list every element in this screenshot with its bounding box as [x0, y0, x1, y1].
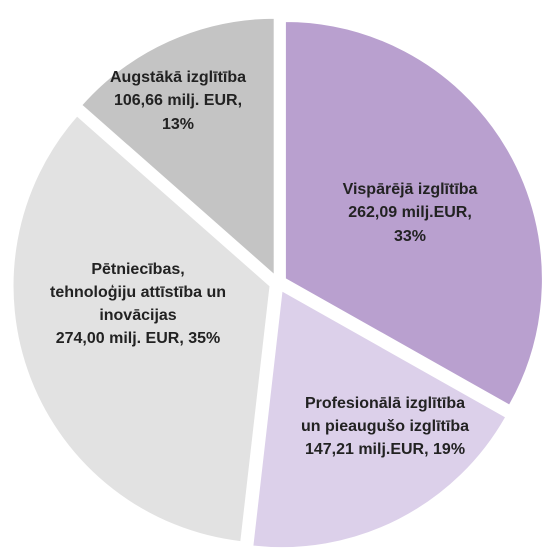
slice-label: inovācijas [99, 307, 176, 324]
slice-label: un pieaugušo izglītība [301, 418, 469, 435]
value-label: 274,00 milj. EUR, [56, 330, 184, 347]
slice-label: Pētniecības, [91, 261, 184, 278]
value-label: 106,66 milj. EUR, [114, 92, 242, 109]
value-label-line: 274,00 milj. EUR, 35% [56, 330, 221, 347]
percent-label: 19% [433, 441, 465, 458]
value-label: 147,21 milj.EUR, [305, 441, 429, 458]
value-label-line: 147,21 milj.EUR, 19% [305, 441, 465, 458]
slice-label: Augstākā izglītība [110, 69, 246, 86]
slice-label: tehnoloģiju attīstība un [50, 283, 226, 301]
percent-label: 13% [162, 116, 194, 133]
pie-slice [11, 113, 272, 544]
pie-slice [251, 288, 508, 550]
slice-label: Vispārējā izglītība [343, 181, 478, 198]
slice-label: Profesionālā izglītība [305, 395, 465, 412]
percent-label: 35% [188, 330, 220, 347]
pie-slice [79, 16, 276, 278]
percent-label: 33% [394, 228, 426, 245]
value-label: 262,09 milj.EUR, [348, 204, 472, 221]
pie-slice [283, 19, 544, 408]
